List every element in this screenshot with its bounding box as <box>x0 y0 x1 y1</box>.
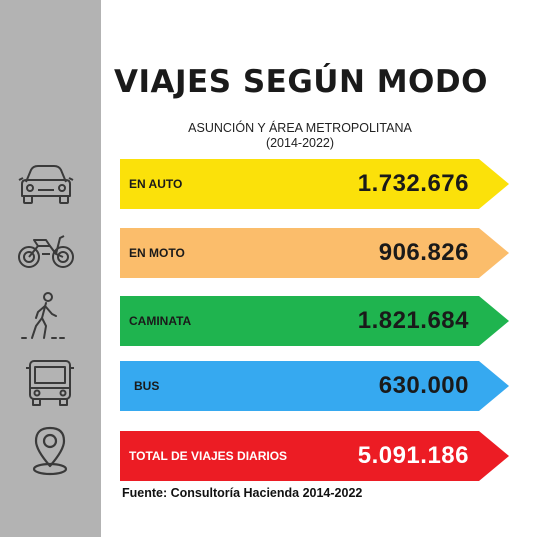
bar-label-bus: BUS <box>134 379 160 393</box>
bar-en-auto: EN AUTO 1.732.676 <box>120 159 509 209</box>
subtitle-line-2: (2014-2022) <box>265 136 335 150</box>
bar-value-caminata: 1.821.684 <box>357 307 469 334</box>
location-pin-icon <box>20 424 80 476</box>
bar-label-en-moto: EN MOTO <box>129 246 185 260</box>
bar-total: TOTAL DE VIAJES DIARIOS 5.091.186 <box>120 431 509 481</box>
bar-value-en-auto: 1.732.676 <box>357 170 469 197</box>
bar-value-total: 5.091.186 <box>357 442 469 469</box>
bus-icon <box>20 356 80 408</box>
bar-bus: BUS 630.000 <box>120 361 509 411</box>
motorcycle-icon <box>16 224 76 276</box>
subtitle-line-1: ASUNCIÓN Y ÁREA METROPOLITANA <box>188 121 412 135</box>
bar-value-en-moto: 906.826 <box>378 239 469 266</box>
bar-label-total: TOTAL DE VIAJES DIARIOS <box>129 449 288 463</box>
car-icon <box>16 158 76 210</box>
chart-subtitle: ASUNCIÓN Y ÁREA METROPOLITANA (2014-2022… <box>150 121 450 151</box>
source-note: Fuente: Consultoría Hacienda 2014-2022 <box>122 486 363 500</box>
bar-value-bus: 630.000 <box>378 372 469 399</box>
bar-en-moto: EN MOTO 906.826 <box>120 228 509 278</box>
bar-label-en-auto: EN AUTO <box>129 177 183 191</box>
bar-caminata: CAMINATA 1.821.684 <box>120 296 509 346</box>
walking-person-icon <box>16 290 76 342</box>
chart-title: VIAJES SEGÚN MODO <box>114 64 488 100</box>
bar-label-caminata: CAMINATA <box>129 314 192 328</box>
